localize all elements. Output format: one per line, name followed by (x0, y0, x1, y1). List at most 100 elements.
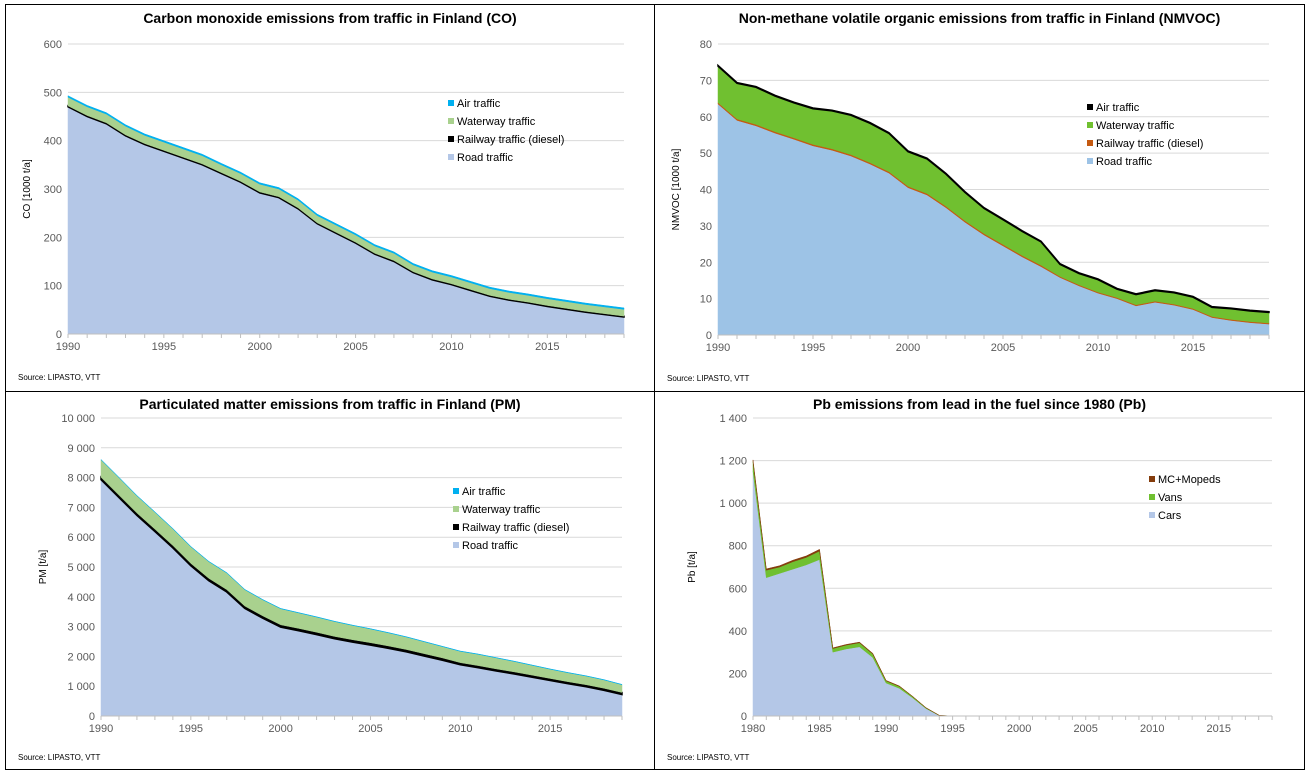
x-tick-label: 2005 (358, 723, 382, 735)
series-area-air-traffic (67, 95, 625, 310)
legend-entry-air-traffic: Air traffic (457, 98, 501, 110)
series-area-air-traffic (100, 458, 623, 686)
source-note: Source: LIPASTO, VTT (18, 373, 101, 382)
x-tick-label: 1990 (706, 342, 730, 354)
x-tick-label: 1995 (940, 723, 964, 735)
legend-swatch-road-traffic (1087, 158, 1093, 164)
source-note: Source: LIPASTO, VTT (18, 753, 101, 762)
legend-swatch-air-traffic (1087, 104, 1093, 110)
y-tick-label: 5 000 (67, 562, 95, 574)
series-area-cars (752, 471, 1272, 717)
source-note: Source: LIPASTO, VTT (667, 753, 750, 762)
horizontal-divider (5, 391, 1305, 392)
x-tick-label: 2015 (538, 723, 562, 735)
legend-entry-railway-traffic-diesel: Railway traffic (diesel) (457, 134, 564, 146)
source-note: Source: LIPASTO, VTT (667, 374, 750, 383)
x-tick-label: 2005 (991, 342, 1015, 354)
legend-entry-road-traffic: Road traffic (1096, 156, 1153, 168)
x-tick-label: 2000 (268, 723, 292, 735)
series-area-road-traffic (100, 479, 623, 717)
legend-swatch-railway-traffic-diesel (453, 524, 459, 530)
legend-entry-cars: Cars (1158, 510, 1182, 522)
legend-swatch-waterway-traffic (448, 118, 454, 124)
x-tick-label: 1995 (152, 341, 176, 353)
legend-swatch-railway-traffic-diesel (448, 136, 454, 142)
y-tick-label: 400 (729, 626, 747, 638)
y-tick-label: 200 (44, 232, 62, 244)
y-tick-label: 400 (44, 136, 62, 148)
legend-entry-vans: Vans (1158, 492, 1183, 504)
y-tick-label: 0 (56, 329, 62, 341)
y-tick-label: 800 (729, 541, 747, 553)
legend-swatch-air-traffic (448, 100, 454, 106)
legend-entry-mc-mopeds: MC+Mopeds (1158, 474, 1221, 486)
x-tick-label: 2015 (535, 341, 559, 353)
y-tick-label: 30 (700, 221, 712, 233)
y-tick-label: 9 000 (67, 443, 95, 455)
y-tick-label: 6 000 (67, 532, 95, 544)
y-axis-label: Pb [t/a] (687, 551, 698, 583)
y-axis-label: NMVOC [1000 t/a] (671, 148, 682, 230)
chart-grid-frame (5, 4, 1305, 770)
chart-title: Non-methane volatile organic emissions f… (739, 10, 1221, 26)
y-tick-label: 200 (729, 668, 747, 680)
y-tick-label: 0 (741, 711, 747, 723)
legend-swatch-waterway-traffic (453, 506, 459, 512)
y-tick-label: 0 (706, 330, 712, 342)
y-axis-label: CO [1000 t/a] (22, 159, 33, 219)
y-tick-label: 3 000 (67, 622, 95, 634)
x-tick-label: 2010 (1086, 342, 1110, 354)
y-tick-label: 1 000 (719, 498, 747, 510)
pb-chart: Pb emissions from lead in the fuel since… (667, 396, 1273, 762)
y-tick-label: 1 000 (67, 681, 95, 693)
nmvoc-chart-panel: Non-methane volatile organic emissions f… (655, 5, 1304, 391)
y-tick-label: 4 000 (67, 592, 95, 604)
y-tick-label: 10 (700, 294, 712, 306)
legend-swatch-air-traffic (453, 488, 459, 494)
y-tick-label: 8 000 (67, 473, 95, 485)
y-tick-label: 600 (729, 583, 747, 595)
y-tick-label: 1 400 (719, 413, 747, 425)
legend-swatch-waterway-traffic (1087, 122, 1093, 128)
chart-title: Pb emissions from lead in the fuel since… (813, 396, 1146, 412)
chart-title: Particulated matter emissions from traff… (139, 396, 520, 412)
y-tick-label: 7 000 (67, 502, 95, 514)
pm-chart: Particulated matter emissions from traff… (18, 396, 623, 762)
legend-swatch-road-traffic (448, 154, 454, 160)
y-tick-label: 2 000 (67, 651, 95, 663)
x-tick-label: 2000 (1007, 723, 1031, 735)
legend-entry-waterway-traffic: Waterway traffic (1096, 120, 1175, 132)
y-axis-label: PM [t/a] (38, 550, 49, 585)
x-tick-label: 1990 (89, 723, 113, 735)
co-chart: Carbon monoxide emissions from traffic i… (18, 10, 625, 382)
x-tick-label: 2010 (1140, 723, 1164, 735)
x-tick-label: 1985 (807, 723, 831, 735)
co-chart-panel: Carbon monoxide emissions from traffic i… (6, 5, 654, 391)
x-tick-label: 1995 (801, 342, 825, 354)
legend-entry-air-traffic: Air traffic (1096, 102, 1140, 114)
y-tick-label: 100 (44, 281, 62, 293)
vertical-divider (654, 4, 655, 770)
legend-entry-railway-traffic-diesel: Railway traffic (diesel) (462, 522, 569, 534)
legend-swatch-cars (1149, 512, 1155, 518)
x-tick-label: 2005 (343, 341, 367, 353)
x-tick-label: 1990 (874, 723, 898, 735)
legend-swatch-mc-mopeds (1149, 476, 1155, 482)
x-tick-label: 2000 (896, 342, 920, 354)
x-tick-label: 2015 (1207, 723, 1231, 735)
y-tick-label: 1 200 (719, 456, 747, 468)
y-tick-label: 20 (700, 257, 712, 269)
nmvoc-chart: Non-methane volatile organic emissions f… (667, 10, 1270, 383)
y-tick-label: 600 (44, 39, 62, 51)
legend-entry-waterway-traffic: Waterway traffic (457, 116, 536, 128)
legend-swatch-vans (1149, 494, 1155, 500)
x-tick-label: 2010 (448, 723, 472, 735)
y-tick-label: 0 (89, 711, 95, 723)
y-tick-label: 300 (44, 184, 62, 196)
x-tick-label: 1980 (741, 723, 765, 735)
pb-chart-panel: Pb emissions from lead in the fuel since… (655, 392, 1304, 769)
chart-title: Carbon monoxide emissions from traffic i… (143, 10, 516, 26)
legend-swatch-road-traffic (453, 542, 459, 548)
legend-swatch-railway-traffic-diesel (1087, 140, 1093, 146)
x-tick-label: 2000 (247, 341, 271, 353)
